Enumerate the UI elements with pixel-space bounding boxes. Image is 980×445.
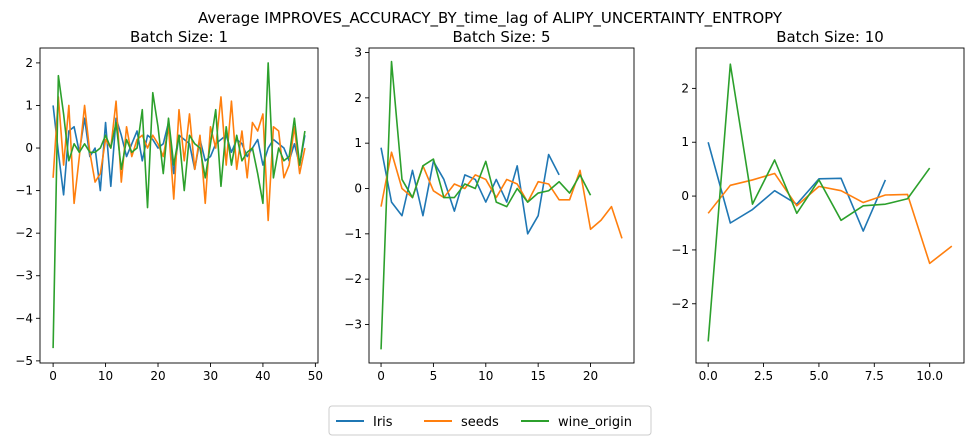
- series-line-seeds-panel-2: [380, 151, 623, 239]
- panel-2-frame: [368, 47, 635, 364]
- y-tick-label: −5: [15, 354, 33, 368]
- y-tick-label: 3: [354, 46, 362, 60]
- series-line-iris-panel-2: [380, 147, 560, 235]
- x-tick-label: 40: [255, 369, 270, 383]
- legend: Iris seeds wine_origin: [328, 405, 652, 436]
- x-tick-label: 30: [203, 369, 218, 383]
- series-line-wine-origin-panel-1: [52, 62, 306, 349]
- y-tick-label: −1: [15, 184, 33, 198]
- x-tick-label: 50: [308, 369, 323, 383]
- y-tick-label: −3: [344, 317, 362, 331]
- y-tick-label: 2: [681, 81, 689, 95]
- x-tick-label: 0.0: [699, 369, 718, 383]
- panel-3-frame: [695, 47, 965, 364]
- panels: Batch Size: 10 10 20 30 40 50−5−4−3−2−1012Bat…: [15, 28, 965, 383]
- x-tick-label: 10: [98, 369, 113, 383]
- x-tick-label: 0: [377, 369, 385, 383]
- x-tick-label: 20: [150, 369, 165, 383]
- legend-frame: [328, 405, 652, 436]
- y-tick-label: −1: [671, 243, 689, 257]
- panel-3-title: Batch Size: 10: [776, 28, 884, 46]
- y-tick-label: −2: [344, 272, 362, 286]
- y-tick-label: −1: [344, 227, 362, 241]
- y-tick-label: −2: [15, 226, 33, 240]
- panel-1: Batch Size: 1 0 10 20 30 40 50 −5 −4 −3 −2 −1 0 1 2: [15, 28, 323, 383]
- x-tick-label: 7.5: [865, 369, 884, 383]
- x-tick-label: 0: [49, 369, 57, 383]
- panel-2-series: [380, 60, 623, 350]
- series-line-iris-panel-3: [707, 142, 887, 232]
- y-tick-label: −4: [15, 311, 33, 325]
- x-tick-label: 10: [478, 369, 493, 383]
- x-tick-label: 15: [531, 369, 546, 383]
- panel-3: Batch Size: 10 0.0 2.5 5.0 7.5 10.0 −2 −1 0 1 2: [671, 28, 965, 383]
- y-tick-label: 2: [25, 56, 33, 70]
- series-line-wine-origin-panel-2: [380, 60, 592, 350]
- x-tick-label: 2.5: [754, 369, 773, 383]
- series-line-wine-origin-panel-3: [707, 63, 931, 342]
- y-tick-label: 0: [25, 141, 33, 155]
- panel-1-title: Batch Size: 1: [130, 28, 228, 46]
- panel-1-frame: [39, 47, 319, 364]
- legend-label-seeds: seeds: [461, 415, 499, 430]
- legend-label-wine-origin: wine_origin: [558, 415, 632, 430]
- series-line-seeds-panel-1: [52, 96, 306, 222]
- x-tick-label: 5.0: [809, 369, 828, 383]
- x-tick-label: 5: [430, 369, 438, 383]
- y-tick-label: 1: [681, 135, 689, 149]
- y-tick-label: −2: [671, 297, 689, 311]
- y-tick-label: 0: [681, 189, 689, 203]
- legend-label-iris: Iris: [373, 415, 393, 430]
- y-tick-label: −3: [15, 269, 33, 283]
- panel-3-series: [707, 63, 953, 342]
- y-tick-label: 2: [354, 91, 362, 105]
- x-tick-label: 10.0: [916, 369, 943, 383]
- x-tick-label: 20: [583, 369, 598, 383]
- panel-2: Batch Size: 5 0 5 10 15 20 −3 −2 −1 0 1 2 3: [344, 28, 635, 383]
- y-tick-label: 1: [354, 136, 362, 150]
- panel-2-title: Batch Size: 5: [452, 28, 550, 46]
- y-tick-label: 0: [354, 182, 362, 196]
- panel-1-series: [52, 62, 306, 349]
- chart-suptitle: Average IMPROVES_ACCURACY_BY_time_lag of…: [198, 9, 783, 28]
- y-tick-label: 1: [25, 98, 33, 112]
